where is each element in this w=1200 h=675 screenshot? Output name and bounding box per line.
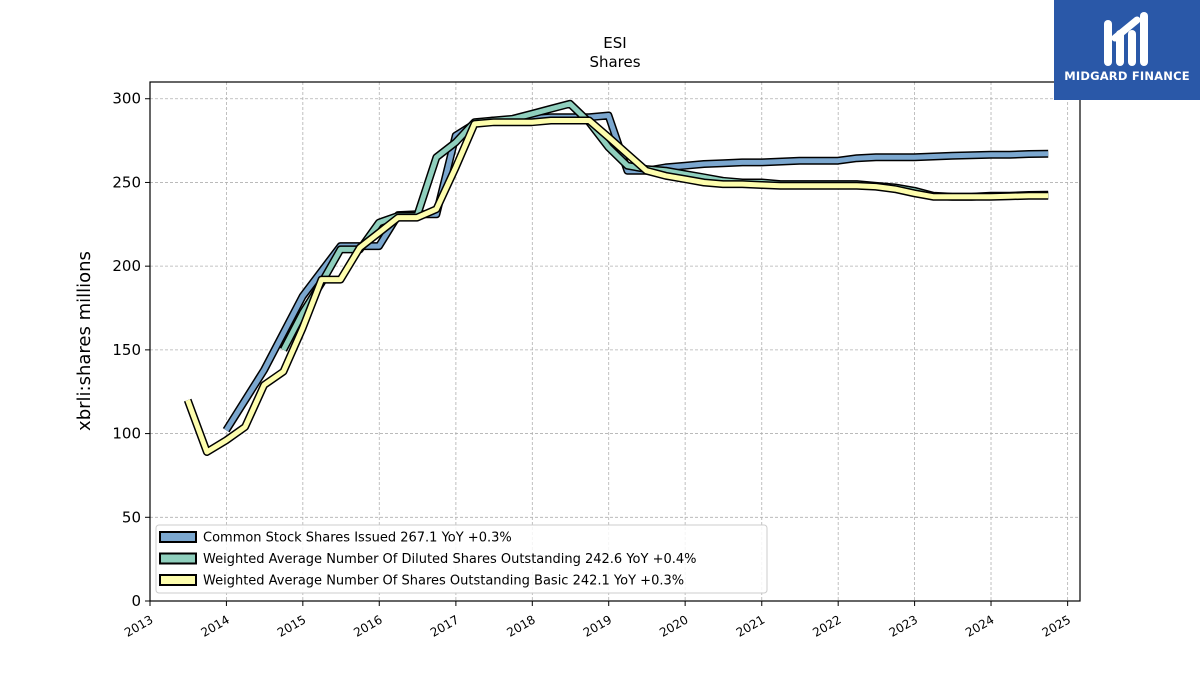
x-tick-label: 2014 [198,612,231,639]
chart-subtitle: Shares [589,53,640,71]
x-tick-label: 2016 [351,612,384,639]
x-tick-label: 2021 [734,612,767,639]
legend-swatch [159,531,197,543]
series-line-outline [279,99,1049,352]
grid [149,82,1080,602]
legend-box [155,524,768,594]
y-tick-label: 150 [112,341,141,359]
chart-title: ESI [603,34,626,52]
legend-label: Weighted Average Number Of Diluted Share… [203,552,697,567]
x-tick-label: 2015 [275,612,308,639]
series-layer [183,99,1049,456]
company-logo: MIDGARD FINANCE [1054,0,1200,100]
legend-swatch [159,574,197,586]
y-tick-label: 200 [112,257,141,275]
series-2 [279,99,1049,352]
y-axis-label: xbrli:shares millions [74,251,95,431]
legend-swatch [159,552,197,565]
x-tick-label: 2025 [1040,612,1073,639]
y-tick-label: 50 [122,508,141,526]
logo-text: MIDGARD FINANCE [1064,69,1190,83]
series-line [185,118,1049,455]
x-tick-label: 2019 [581,612,614,639]
legend: Common Stock Shares Issued 267.1 YoY +0.… [155,524,768,594]
x-tick-label: 2013 [122,612,155,639]
x-tick-label: 2023 [887,612,920,639]
x-tick-label: 2022 [810,612,843,639]
y-tick-label: 0 [131,592,141,610]
series-3 [183,116,1049,456]
legend-label: Weighted Average Number Of Shares Outsta… [203,574,684,589]
x-tick-label: 2018 [504,612,537,639]
legend-label: Common Stock Shares Issued 267.1 YoY +0.… [203,531,512,546]
logo-mark-icon [1104,12,1148,66]
series-line [281,101,1049,352]
y-tick-label: 250 [112,173,141,191]
x-tick-label: 2024 [963,612,996,639]
y-tick-label: 300 [112,90,141,108]
x-tick-label: 2020 [657,612,690,639]
y-tick-label: 100 [112,425,141,443]
x-tick-label: 2017 [428,612,461,639]
plot-area-frame [149,81,1081,602]
